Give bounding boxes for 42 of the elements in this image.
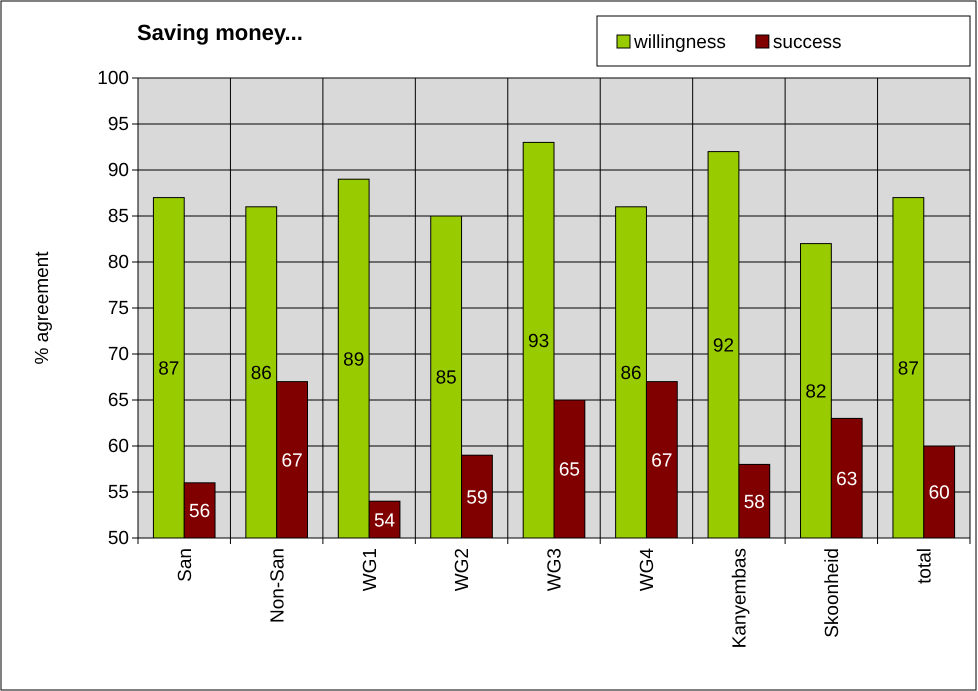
- y-tick-label: 85: [108, 206, 129, 228]
- x-tick-label: WG3: [544, 548, 566, 592]
- y-tick-label: 100: [97, 68, 129, 90]
- legend-label: success: [772, 32, 842, 53]
- y-tick-label: 80: [108, 252, 129, 274]
- data-label: 56: [189, 501, 210, 522]
- data-label: 82: [805, 381, 826, 402]
- data-label: 93: [528, 330, 550, 352]
- y-tick-label: 60: [108, 436, 129, 458]
- x-tick-label: Non-San: [267, 548, 288, 623]
- data-label: 54: [374, 510, 396, 532]
- data-label: 67: [282, 450, 303, 472]
- data-label: 63: [836, 468, 858, 490]
- legend-label: willingness: [633, 32, 726, 53]
- y-tick-label: 95: [108, 114, 129, 136]
- data-label: 58: [744, 492, 765, 513]
- y-tick-label: 90: [108, 160, 129, 182]
- data-label: 85: [436, 368, 457, 389]
- data-label: 86: [250, 363, 272, 384]
- data-label: 59: [466, 487, 488, 508]
- data-label: 92: [712, 335, 734, 356]
- x-tick-label: WG1: [360, 548, 381, 592]
- data-label: 60: [928, 482, 950, 504]
- data-label: 87: [898, 358, 919, 380]
- x-tick-label: Kanyembas: [730, 548, 751, 648]
- data-label: 86: [620, 363, 642, 384]
- x-tick-label: WG4: [637, 548, 658, 592]
- data-label: 67: [651, 450, 672, 472]
- y-axis-title: % agreement: [32, 250, 53, 365]
- x-tick-label: WG2: [452, 548, 474, 592]
- y-tick-label: 50: [108, 528, 129, 550]
- y-tick-label: 75: [108, 298, 129, 320]
- y-tick-label: 55: [108, 482, 129, 504]
- y-tick-label: 65: [108, 390, 129, 412]
- data-label: 89: [343, 349, 364, 370]
- data-label: 65: [558, 460, 580, 481]
- y-tick-label: 70: [108, 344, 129, 366]
- x-tick-label: Skoonheid: [822, 548, 843, 638]
- x-tick-label: total: [914, 548, 936, 584]
- chart-title: Saving money...: [137, 20, 303, 45]
- x-tick-label: San: [174, 548, 196, 582]
- data-label: 87: [158, 358, 180, 380]
